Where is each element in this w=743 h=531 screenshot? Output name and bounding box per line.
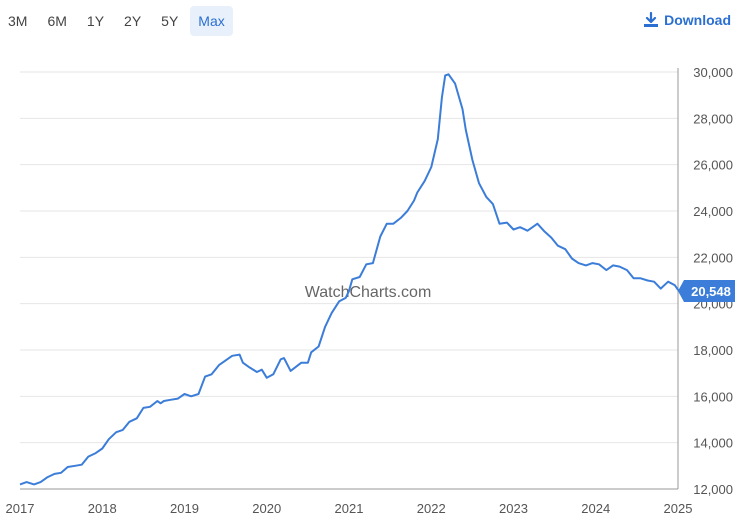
range-selector: 3M 6M 1Y 2Y 5Y Max	[0, 6, 237, 36]
x-tick-label: 2023	[499, 501, 528, 516]
x-tick-label: 2020	[252, 501, 281, 516]
y-tick-label: 16,000	[693, 389, 733, 404]
range-button-3m[interactable]: 3M	[8, 13, 28, 29]
y-tick-label: 14,000	[693, 436, 733, 451]
range-button-5y[interactable]: 5Y	[161, 13, 179, 29]
range-button-2y[interactable]: 2Y	[124, 13, 142, 29]
x-tick-label: 2022	[417, 501, 446, 516]
y-tick-label: 12,000	[693, 482, 733, 497]
last-value-badge: 20,548	[678, 279, 735, 302]
x-tick-label: 2018	[88, 501, 117, 516]
last-value-label: 20,548	[691, 284, 731, 299]
range-button-max[interactable]: Max	[190, 6, 233, 36]
watermark-text: WatchCharts.com	[305, 284, 432, 301]
y-tick-label: 22,000	[693, 250, 733, 265]
y-tick-label: 30,000	[693, 65, 733, 80]
download-label: Download	[664, 12, 731, 28]
x-tick-label: 2017	[6, 501, 35, 516]
y-tick-label: 18,000	[693, 343, 733, 358]
range-button-6m[interactable]: 6M	[47, 13, 67, 29]
range-button-1y[interactable]: 1Y	[86, 13, 105, 29]
x-tick-label: 2025	[664, 501, 693, 516]
download-button[interactable]: Download	[643, 12, 731, 28]
y-tick-label: 26,000	[693, 158, 733, 173]
price-series-line	[19, 73, 682, 486]
x-tick-label: 2021	[335, 501, 364, 516]
y-tick-label: 24,000	[693, 204, 733, 219]
download-icon	[644, 12, 659, 27]
x-tick-label: 2019	[170, 501, 199, 516]
last-value-badge-shape	[678, 279, 735, 302]
y-tick-label: 28,000	[693, 111, 733, 126]
x-tick-label: 2024	[581, 501, 610, 516]
